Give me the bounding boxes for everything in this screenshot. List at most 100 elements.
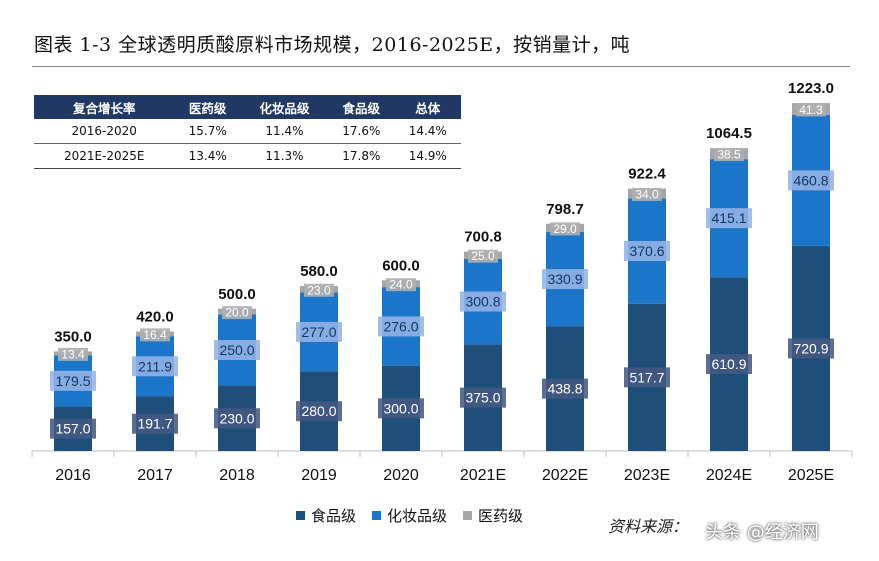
data-label-box xyxy=(132,413,178,434)
table-cell: 2021E-2025E xyxy=(34,143,175,169)
table-cell: 11.4% xyxy=(240,119,329,144)
data-label: 300.8 xyxy=(465,294,500,310)
x-tick-label: 2025E xyxy=(788,467,834,484)
cagr-table-header: 复合增长率 医药级 化妆品级 食品级 总体 xyxy=(34,95,461,119)
legend-item-cosmetic: 化妆品级 xyxy=(372,505,447,526)
table-cell: 14.4% xyxy=(394,119,461,144)
data-label: 250.0 xyxy=(219,342,254,358)
data-label: 330.9 xyxy=(547,271,582,287)
cagr-header-pharma: 医药级 xyxy=(174,95,241,119)
table-cell: 17.8% xyxy=(328,143,395,169)
legend-item-food: 食品级 xyxy=(296,505,356,526)
source-note: 资料来源： xyxy=(608,517,689,536)
table-cell: 11.3% xyxy=(240,143,329,169)
data-label: 16.4 xyxy=(143,328,167,342)
data-label-box xyxy=(714,148,744,162)
cagr-header-food: 食品级 xyxy=(328,95,395,119)
data-label-box xyxy=(460,291,506,312)
chart-legend: 食品级 化妆品级 医药级 xyxy=(296,505,523,526)
data-label: 230.0 xyxy=(219,410,254,426)
table-cell: 13.4% xyxy=(174,143,241,169)
data-label-box xyxy=(796,103,826,117)
legend-label-cosmetic: 化妆品级 xyxy=(387,507,448,525)
data-label-box xyxy=(378,316,424,337)
data-label: 517.7 xyxy=(629,369,664,385)
total-label: 1223.0 xyxy=(788,80,834,97)
chart-title: 图表 1-3 全球透明质酸原料市场规模，2016-2025E，按销量计，吨 xyxy=(34,34,631,56)
total-label: 1064.5 xyxy=(706,125,752,142)
data-label-box xyxy=(296,321,342,342)
data-label: 300.0 xyxy=(383,400,418,416)
data-label-box xyxy=(542,378,588,399)
data-label-box xyxy=(624,240,670,261)
x-tick-label: 2023E xyxy=(624,467,670,484)
x-tick-label: 2021E xyxy=(460,467,506,484)
data-label-box xyxy=(58,347,88,361)
x-tick-label: 2018 xyxy=(219,467,255,484)
x-tick-label: 2022E xyxy=(542,467,588,484)
data-label: 370.6 xyxy=(629,243,664,259)
legend-swatch-cosmetic xyxy=(372,511,382,520)
legend-label-pharma: 医药级 xyxy=(478,507,524,525)
data-label-box xyxy=(140,328,170,342)
data-label: 179.5 xyxy=(55,373,90,389)
total-label: 600.0 xyxy=(382,257,420,274)
data-label: 460.8 xyxy=(793,172,828,188)
data-label: 25.0 xyxy=(471,249,495,263)
total-label: 500.0 xyxy=(218,286,256,303)
data-label-box xyxy=(706,208,752,229)
table-cell: 14.9% xyxy=(394,143,461,169)
legend-item-pharma: 医药级 xyxy=(463,505,523,526)
data-label: 277.0 xyxy=(301,324,336,340)
data-label: 211.9 xyxy=(138,358,172,374)
x-tick-label: 2020 xyxy=(383,467,419,484)
data-label-box xyxy=(386,278,416,292)
cagr-table: 复合增长率 医药级 化妆品级 食品级 总体 2016-2020 15.7% 11… xyxy=(34,95,461,169)
data-label: 41.3 xyxy=(799,103,823,117)
data-label-box xyxy=(214,408,260,429)
cagr-header-cosmetic: 化妆品级 xyxy=(240,95,329,119)
data-label-box xyxy=(50,418,96,439)
data-label: 720.9 xyxy=(793,340,828,356)
data-label-box xyxy=(706,354,752,375)
data-label: 29.0 xyxy=(553,222,577,236)
data-label: 276.0 xyxy=(383,318,418,334)
data-label-box xyxy=(624,367,670,388)
data-label: 191.7 xyxy=(137,416,172,432)
data-label-box xyxy=(132,356,178,377)
table-row: 2016-2020 15.7% 11.4% 17.6% 14.4% xyxy=(34,119,461,144)
data-label-box xyxy=(550,222,580,236)
data-label: 157.0 xyxy=(55,421,90,437)
data-label-box xyxy=(632,187,662,201)
cagr-header-total: 总体 xyxy=(394,95,461,119)
x-tick-label: 2016 xyxy=(55,467,91,484)
legend-swatch-pharma xyxy=(463,511,473,520)
data-label-box xyxy=(468,249,498,263)
legend-swatch-food xyxy=(296,511,305,520)
data-label-box xyxy=(296,401,342,422)
data-label: 13.4 xyxy=(61,347,85,361)
data-label-box xyxy=(788,170,834,191)
data-label: 38.5 xyxy=(717,148,741,162)
x-tick-label: 2019 xyxy=(301,467,337,484)
total-label: 922.4 xyxy=(628,166,666,183)
total-label: 798.7 xyxy=(546,201,584,218)
x-tick-label: 2017 xyxy=(137,467,173,484)
data-label: 24.0 xyxy=(389,278,413,292)
data-label: 280.0 xyxy=(301,403,336,419)
table-cell: 17.6% xyxy=(328,119,395,144)
data-label: 375.0 xyxy=(465,390,500,406)
cagr-header-label: 复合增长率 xyxy=(34,95,175,119)
table-row: 2021E-2025E 13.4% 11.3% 17.8% 14.9% xyxy=(34,143,461,169)
data-label-box xyxy=(222,306,252,320)
data-label: 415.1 xyxy=(711,210,746,226)
data-label-box xyxy=(460,387,506,408)
data-label: 34.0 xyxy=(635,187,659,201)
total-label: 700.8 xyxy=(464,229,502,246)
data-label: 20.0 xyxy=(225,306,249,320)
data-label: 23.0 xyxy=(307,283,331,297)
total-label: 580.0 xyxy=(300,263,338,280)
table-cell: 15.7% xyxy=(174,119,241,144)
total-label: 350.0 xyxy=(54,328,92,345)
